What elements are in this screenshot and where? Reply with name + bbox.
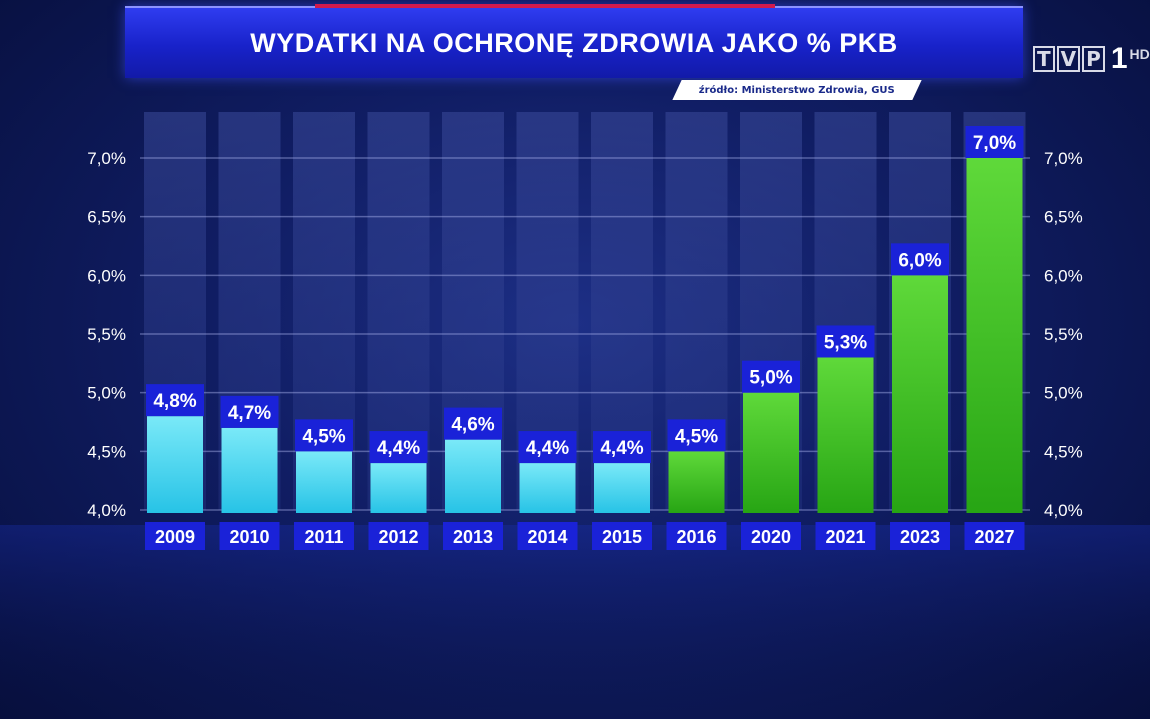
category-label-box xyxy=(815,522,876,550)
value-label-box xyxy=(369,431,428,464)
logo-letter-p: P xyxy=(1082,46,1105,72)
category-label-2013: 2013 xyxy=(453,527,493,547)
value-label-box xyxy=(220,395,279,428)
value-label-box xyxy=(965,126,1024,158)
category-label-2010: 2010 xyxy=(229,527,269,547)
value-label-2027: 7,0% xyxy=(973,133,1016,154)
floor-glow xyxy=(0,525,1150,719)
value-label-2009: 4,8% xyxy=(153,391,196,412)
category-label-box xyxy=(890,522,950,550)
y-tick-label-right: 5,5% xyxy=(1044,325,1083,344)
y-tick-label-left: 6,0% xyxy=(87,266,126,285)
y-tick-label-right: 4,0% xyxy=(1044,501,1083,520)
bar-2015 xyxy=(594,463,650,513)
chart-title: WYDATKI NA OCHRONĘ ZDROWIA JAKO % PKB xyxy=(250,27,898,58)
category-label-box xyxy=(964,522,1025,550)
value-label-2021: 5,3% xyxy=(824,332,867,353)
y-tick-label-right: 5,0% xyxy=(1044,384,1083,403)
category-label-2015: 2015 xyxy=(602,527,642,547)
logo-letter-v: V xyxy=(1056,46,1081,72)
bar-2012 xyxy=(370,463,427,513)
value-label-box xyxy=(891,243,949,276)
tvp1-logo: T V P 1 HD xyxy=(1033,42,1150,75)
category-label-box xyxy=(666,522,727,550)
bar-2016 xyxy=(668,451,725,513)
category-label-2027: 2027 xyxy=(974,527,1014,547)
value-label-2010: 4,7% xyxy=(228,403,271,424)
category-label-2023: 2023 xyxy=(900,527,940,547)
y-tick-label-left: 5,5% xyxy=(87,325,126,344)
value-label-2014: 4,4% xyxy=(526,438,569,459)
bar-2020 xyxy=(743,392,799,513)
value-label-box xyxy=(295,419,353,452)
category-label-box xyxy=(145,522,205,550)
title-bar: WYDATKI NA OCHRONĘ ZDROWIA JAKO % PKB xyxy=(125,4,1023,78)
category-label-box xyxy=(741,522,801,550)
bar-2010 xyxy=(221,427,278,513)
category-label-2016: 2016 xyxy=(676,527,716,547)
bar-2014 xyxy=(519,463,576,513)
bar-2023 xyxy=(892,275,948,513)
y-tick-label-left: 7,0% xyxy=(87,149,126,168)
category-label-2020: 2020 xyxy=(751,527,791,547)
bar-2013 xyxy=(445,439,501,513)
y-tick-label-left: 4,0% xyxy=(87,501,126,520)
category-label-2012: 2012 xyxy=(378,527,418,547)
value-label-2015: 4,4% xyxy=(600,438,643,459)
category-label-2009: 2009 xyxy=(155,527,195,547)
value-label-2013: 4,6% xyxy=(451,415,494,436)
value-label-box xyxy=(518,431,577,464)
category-label-box xyxy=(368,522,429,550)
logo-number: 1 xyxy=(1110,42,1128,75)
category-label-box xyxy=(219,522,280,550)
y-tick-label-right: 6,0% xyxy=(1044,266,1083,285)
y-tick-label-right: 4,5% xyxy=(1044,442,1083,461)
value-label-2023: 6,0% xyxy=(898,250,941,271)
bar-2021 xyxy=(817,357,874,513)
value-label-box xyxy=(593,431,651,464)
category-label-box xyxy=(294,522,354,550)
logo-letter-t: T xyxy=(1033,46,1055,72)
value-label-2012: 4,4% xyxy=(377,438,420,459)
category-label-box xyxy=(592,522,652,550)
bar-2009 xyxy=(147,416,203,513)
y-tick-label-right: 6,5% xyxy=(1044,208,1083,227)
value-label-box xyxy=(742,360,800,393)
value-label-box xyxy=(667,419,726,452)
category-label-2011: 2011 xyxy=(304,527,343,547)
y-tick-label-left: 5,0% xyxy=(87,384,126,403)
bar-2011 xyxy=(296,451,352,513)
value-label-2016: 4,5% xyxy=(675,426,718,447)
value-label-2011: 4,5% xyxy=(302,426,345,447)
value-label-box xyxy=(146,384,204,417)
value-label-box xyxy=(444,407,502,440)
bar-2027 xyxy=(966,158,1023,513)
category-label-2021: 2021 xyxy=(825,527,865,547)
category-label-2014: 2014 xyxy=(527,527,567,547)
category-label-box xyxy=(443,522,503,550)
logo-hd: HD xyxy=(1129,46,1150,62)
category-label-box xyxy=(517,522,578,550)
y-tick-label-left: 4,5% xyxy=(87,442,126,461)
y-tick-label-left: 6,5% xyxy=(87,208,126,227)
y-tick-label-right: 7,0% xyxy=(1044,149,1083,168)
value-label-2020: 5,0% xyxy=(749,368,792,389)
value-label-box xyxy=(816,325,875,358)
